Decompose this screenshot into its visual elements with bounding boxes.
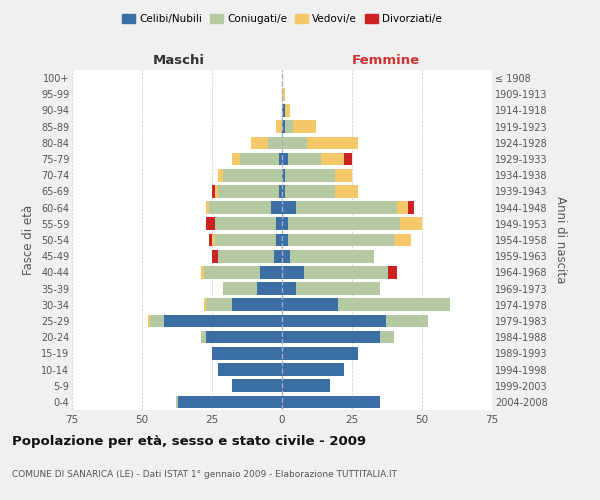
- Bar: [282, 282, 296, 295]
- Bar: [274, 250, 282, 262]
- Bar: [282, 266, 304, 278]
- Bar: [282, 218, 287, 230]
- Bar: [282, 152, 287, 166]
- Bar: [321, 152, 344, 166]
- Bar: [206, 202, 209, 214]
- Bar: [282, 363, 344, 376]
- Bar: [148, 314, 151, 328]
- Bar: [290, 250, 374, 262]
- Bar: [212, 347, 282, 360]
- Bar: [386, 314, 428, 328]
- Bar: [215, 234, 277, 246]
- Bar: [296, 202, 397, 214]
- Bar: [212, 185, 215, 198]
- Bar: [218, 250, 274, 262]
- Bar: [223, 169, 282, 181]
- Bar: [232, 152, 240, 166]
- Bar: [212, 234, 215, 246]
- Bar: [397, 202, 408, 214]
- Bar: [277, 218, 282, 230]
- Bar: [282, 185, 285, 198]
- Bar: [285, 185, 335, 198]
- Bar: [203, 298, 206, 311]
- Bar: [335, 185, 358, 198]
- Bar: [206, 298, 232, 311]
- Bar: [282, 331, 380, 344]
- Bar: [282, 88, 285, 101]
- Bar: [285, 169, 335, 181]
- Bar: [293, 120, 316, 133]
- Bar: [285, 120, 293, 133]
- Bar: [285, 104, 290, 117]
- Bar: [408, 202, 413, 214]
- Bar: [212, 250, 218, 262]
- Bar: [260, 266, 282, 278]
- Bar: [251, 136, 268, 149]
- Bar: [178, 396, 282, 408]
- Bar: [282, 104, 285, 117]
- Bar: [206, 218, 215, 230]
- Bar: [335, 169, 352, 181]
- Bar: [282, 314, 386, 328]
- Bar: [400, 218, 422, 230]
- Text: Femmine: Femmine: [352, 54, 419, 67]
- Bar: [277, 120, 282, 133]
- Bar: [296, 282, 380, 295]
- Bar: [206, 331, 282, 344]
- Bar: [268, 136, 282, 149]
- Y-axis label: Anni di nascita: Anni di nascita: [554, 196, 567, 284]
- Bar: [218, 169, 223, 181]
- Bar: [277, 234, 282, 246]
- Bar: [215, 185, 218, 198]
- Bar: [344, 152, 352, 166]
- Bar: [151, 314, 164, 328]
- Bar: [282, 202, 296, 214]
- Bar: [282, 380, 329, 392]
- Bar: [215, 218, 277, 230]
- Bar: [240, 152, 279, 166]
- Bar: [282, 298, 338, 311]
- Bar: [287, 218, 400, 230]
- Bar: [203, 266, 260, 278]
- Bar: [307, 136, 358, 149]
- Bar: [287, 152, 321, 166]
- Bar: [176, 396, 178, 408]
- Bar: [232, 298, 282, 311]
- Bar: [223, 282, 257, 295]
- Text: Popolazione per età, sesso e stato civile - 2009: Popolazione per età, sesso e stato civil…: [12, 435, 366, 448]
- Text: COMUNE DI SANARICA (LE) - Dati ISTAT 1° gennaio 2009 - Elaborazione TUTTITALIA.I: COMUNE DI SANARICA (LE) - Dati ISTAT 1° …: [12, 470, 397, 479]
- Bar: [279, 152, 282, 166]
- Bar: [287, 234, 394, 246]
- Legend: Celibi/Nubili, Coniugati/e, Vedovi/e, Divorziati/e: Celibi/Nubili, Coniugati/e, Vedovi/e, Di…: [118, 10, 446, 29]
- Bar: [282, 250, 290, 262]
- Bar: [282, 347, 358, 360]
- Bar: [279, 185, 282, 198]
- Bar: [282, 136, 307, 149]
- Bar: [282, 120, 285, 133]
- Bar: [282, 234, 287, 246]
- Bar: [304, 266, 388, 278]
- Text: Maschi: Maschi: [152, 54, 205, 67]
- Bar: [232, 380, 282, 392]
- Bar: [282, 396, 380, 408]
- Y-axis label: Fasce di età: Fasce di età: [22, 205, 35, 275]
- Bar: [218, 363, 282, 376]
- Bar: [380, 331, 394, 344]
- Bar: [394, 234, 411, 246]
- Bar: [338, 298, 450, 311]
- Bar: [209, 234, 212, 246]
- Bar: [209, 202, 271, 214]
- Bar: [282, 169, 285, 181]
- Bar: [201, 266, 203, 278]
- Bar: [388, 266, 397, 278]
- Bar: [164, 314, 282, 328]
- Bar: [201, 331, 206, 344]
- Bar: [218, 185, 279, 198]
- Bar: [271, 202, 282, 214]
- Bar: [257, 282, 282, 295]
